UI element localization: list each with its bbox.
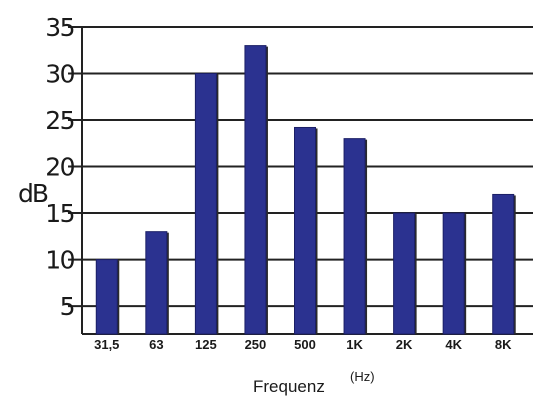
x-tick-label: 250 bbox=[245, 337, 267, 352]
bar bbox=[442, 212, 465, 335]
y-tick-labels: 5 10 15 20 25 30 35 bbox=[45, 13, 76, 321]
y-tick-label: 15 bbox=[45, 199, 74, 228]
y-tick-label: 30 bbox=[45, 60, 74, 89]
x-axis-unit: (Hz) bbox=[350, 369, 375, 384]
x-axis-label: Frequenz bbox=[253, 377, 325, 396]
y-tick-label: 20 bbox=[45, 153, 74, 182]
y-axis-label: dB bbox=[18, 179, 48, 208]
y-tick-label: 10 bbox=[45, 246, 74, 275]
bar bbox=[95, 259, 118, 335]
x-tick-label: 8K bbox=[495, 337, 512, 352]
x-tick-label: 63 bbox=[149, 337, 163, 352]
y-tick-label: 5 bbox=[60, 292, 74, 321]
y-tick-label: 35 bbox=[45, 13, 74, 42]
x-tick-label: 31,5 bbox=[94, 337, 119, 352]
bars bbox=[95, 45, 516, 335]
bar bbox=[244, 45, 267, 335]
x-tick-labels: 31,5 63 125 250 500 1K 2K 4K 8K bbox=[94, 337, 512, 352]
x-tick-label: 4K bbox=[445, 337, 462, 352]
bar bbox=[393, 212, 416, 335]
bar bbox=[343, 138, 366, 335]
x-tick-label: 1K bbox=[346, 337, 363, 352]
y-tick-label: 25 bbox=[45, 106, 74, 135]
bar bbox=[492, 193, 515, 335]
bar bbox=[294, 126, 316, 335]
bar bbox=[145, 231, 168, 335]
x-tick-label: 125 bbox=[195, 337, 217, 352]
x-tick-label: 500 bbox=[294, 337, 316, 352]
bar bbox=[194, 73, 217, 335]
x-tick-label: 2K bbox=[396, 337, 413, 352]
